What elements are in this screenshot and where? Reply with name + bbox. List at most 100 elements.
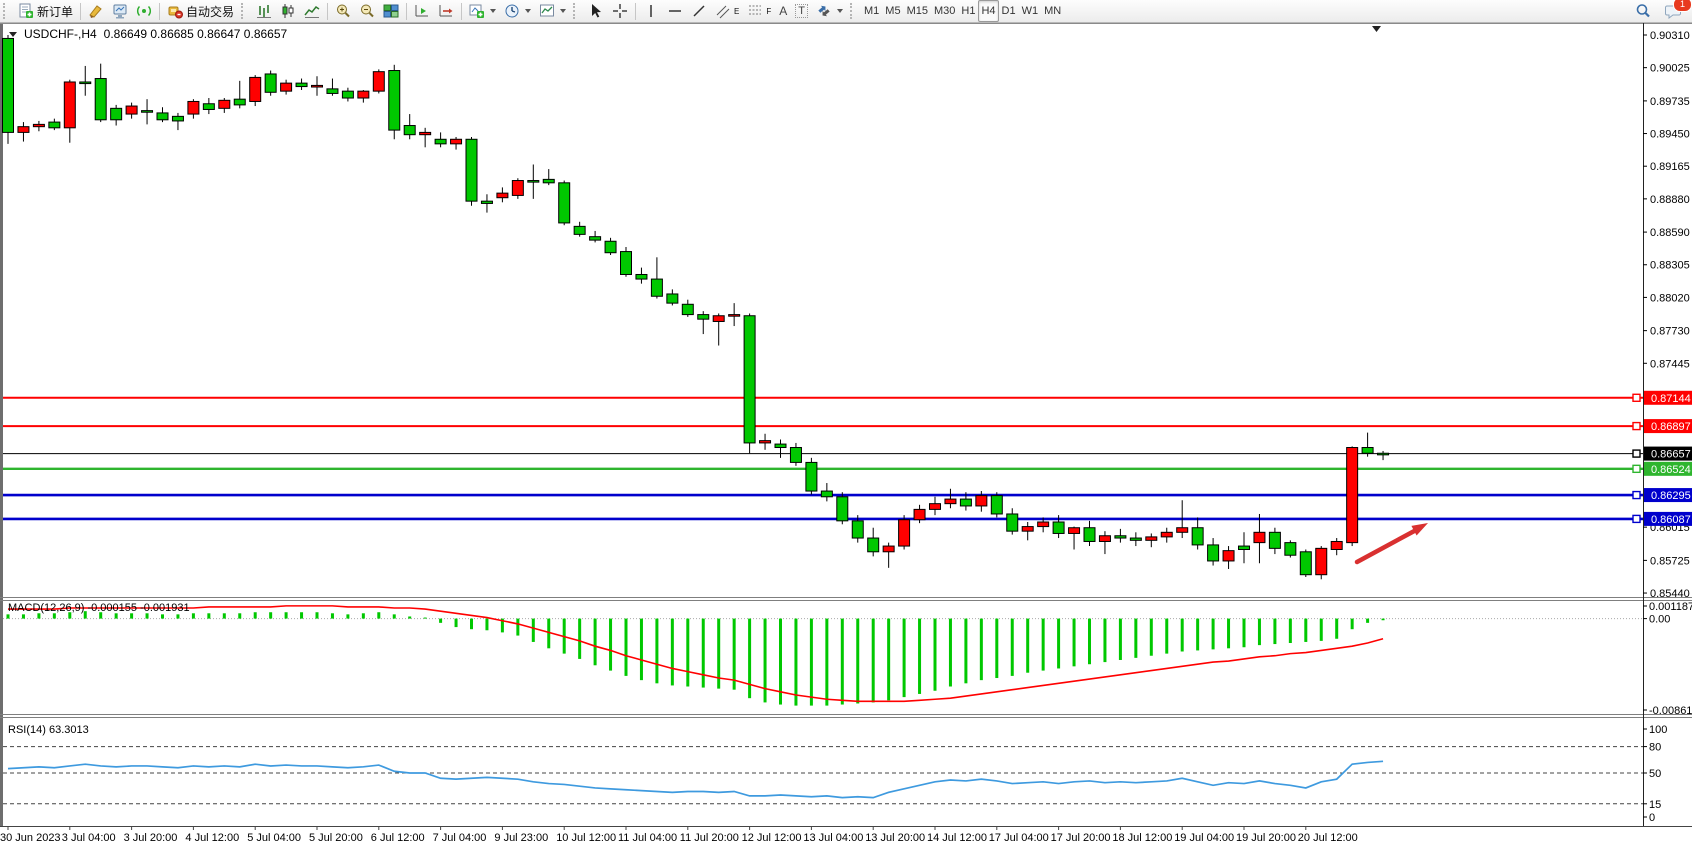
notifications-button[interactable]: 1 [1661,0,1692,22]
equidistant-channel-tool[interactable]: E [711,0,743,22]
text-label-tool[interactable]: T [791,0,812,22]
svg-text:10 Jul 12:00: 10 Jul 12:00 [556,832,616,844]
periods-button[interactable] [500,0,535,22]
svg-text:19 Jul 04:00: 19 Jul 04:00 [1174,832,1234,844]
new-order-label: 新订单 [37,4,74,19]
candle-chart-icon [280,3,296,19]
hline-handle[interactable] [1632,421,1641,431]
svg-text:11 Jul 04:00: 11 Jul 04:00 [618,832,677,844]
svg-text:50: 50 [1649,768,1661,780]
svg-text:0.001187: 0.001187 [1649,601,1692,613]
trendline-tool[interactable] [687,0,711,22]
separator [80,2,82,20]
zoom-out-button[interactable] [355,0,379,22]
arrows-icon [816,3,832,19]
svg-text:0.90025: 0.90025 [1650,63,1690,75]
timeframe-M1[interactable]: M1 [864,5,880,17]
separator [327,2,329,20]
arrows-tool[interactable] [812,0,847,22]
svg-text:5 Jul 04:00: 5 Jul 04:00 [247,832,301,844]
svg-text:3 Jul 04:00: 3 Jul 04:00 [62,832,116,844]
arrow-annotation[interactable] [1354,523,1428,565]
separator [461,2,463,20]
svg-text:0.88305: 0.88305 [1650,260,1690,272]
macd-histogram [6,611,1385,706]
tile-windows-button[interactable] [379,0,403,22]
macd-signal-line [8,605,1384,703]
rsi-line [7,760,1384,799]
cursor-button[interactable] [584,0,608,22]
indicators-button[interactable] [465,0,500,22]
svg-text:0.88590: 0.88590 [1650,227,1690,239]
chart-canvas[interactable]: 0.90310 0.90025 0.89735 0.89450 0.89165 0.888… [0,23,1692,848]
svg-text:20 Jul 12:00: 20 Jul 12:00 [1298,832,1358,844]
new-order-icon [18,3,34,19]
bar-chart-icon [256,3,272,19]
text-tool-icon: A [779,4,788,18]
candle-chart-button[interactable] [276,0,300,22]
auto-scroll-icon [414,3,430,19]
search-icon [1635,3,1651,19]
svg-text:0.88020: 0.88020 [1650,292,1690,304]
time-axis[interactable]: 30 Jun 2023 3 Jul 04:00 3 Jul 20:00 4 Jul 1… [0,826,1358,844]
svg-text:0.90310: 0.90310 [1650,30,1690,42]
fibonacci-tool[interactable]: F [743,0,775,22]
hline-handle[interactable] [1632,449,1641,458]
toolbar-grip[interactable] [573,3,580,19]
zoom-out-icon [359,3,375,19]
signal-button[interactable] [132,0,156,22]
svg-text:0.86295: 0.86295 [1651,490,1691,502]
timeframe-W1[interactable]: W1 [1021,5,1039,17]
chart-shift-button[interactable] [434,0,458,22]
vertical-line-tool[interactable] [639,0,663,22]
separator [159,2,161,20]
svg-text:5 Jul 20:00: 5 Jul 20:00 [309,832,363,844]
auto-trading-button[interactable]: 自动交易 [163,0,238,22]
price-axis[interactable]: 0.90310 0.90025 0.89735 0.89450 0.89165 0.888… [1643,30,1692,600]
timeframe-H4[interactable]: H4 [978,0,999,22]
bar-chart-button[interactable] [252,0,276,22]
svg-text:0.87730: 0.87730 [1650,326,1690,338]
chart-window: USDCHF-,H4 0.86649 0.86685 0.86647 0.866… [0,23,1692,848]
hline-handle[interactable] [1632,464,1641,474]
zoom-in-button[interactable] [331,0,355,22]
vertical-line-icon [643,3,659,19]
text-tool[interactable]: A [775,0,791,22]
toolbar-grip[interactable] [241,3,248,19]
rsi-pane: 100 80 50 150 [3,724,1667,824]
timeframe-M30[interactable]: M30 [933,5,956,17]
hline-handle[interactable] [1632,393,1641,402]
styler-button[interactable] [84,0,108,22]
crosshair-button[interactable] [608,0,632,22]
chart-expand-icon[interactable] [9,31,17,37]
timeframe-MN[interactable]: MN [1044,5,1062,17]
price-badge [1644,461,1692,476]
auto-scroll-button[interactable] [410,0,434,22]
chevron-down-icon [490,9,497,13]
timeframe-D1[interactable]: D1 [1001,5,1016,17]
add-indicator-icon [469,3,485,19]
timeframe-M5[interactable]: M5 [885,5,901,17]
chart-symbol-period: USDCHF-,H4 [24,27,97,41]
toolbar-grip[interactable] [850,3,857,19]
svg-text:0.89450: 0.89450 [1650,129,1690,141]
toolbar-grip[interactable] [3,3,10,19]
templates-button[interactable] [535,0,570,22]
hline-handle[interactable] [1632,490,1641,500]
hline-handle[interactable] [1632,514,1641,524]
new-order-button[interactable]: 新订单 [14,0,77,22]
chart-title[interactable]: USDCHF-,H4 0.86649 0.86685 0.86647 0.866… [9,27,287,41]
line-chart-button[interactable] [300,0,324,22]
timeframe-M15[interactable]: M15 [906,5,928,17]
timeframe-H1[interactable]: H1 [961,5,976,17]
horizontal-line-tool[interactable] [663,0,687,22]
search-button[interactable] [1631,0,1655,22]
crosshair-icon [612,3,628,19]
svg-text:0: 0 [1649,812,1655,824]
svg-text:0.86897: 0.86897 [1651,421,1691,433]
svg-text:0.85725: 0.85725 [1650,555,1690,567]
terminal-button[interactable] [108,0,132,22]
text-label-icon: T [795,4,809,18]
template-icon [539,3,555,19]
zoom-in-icon [335,3,351,19]
